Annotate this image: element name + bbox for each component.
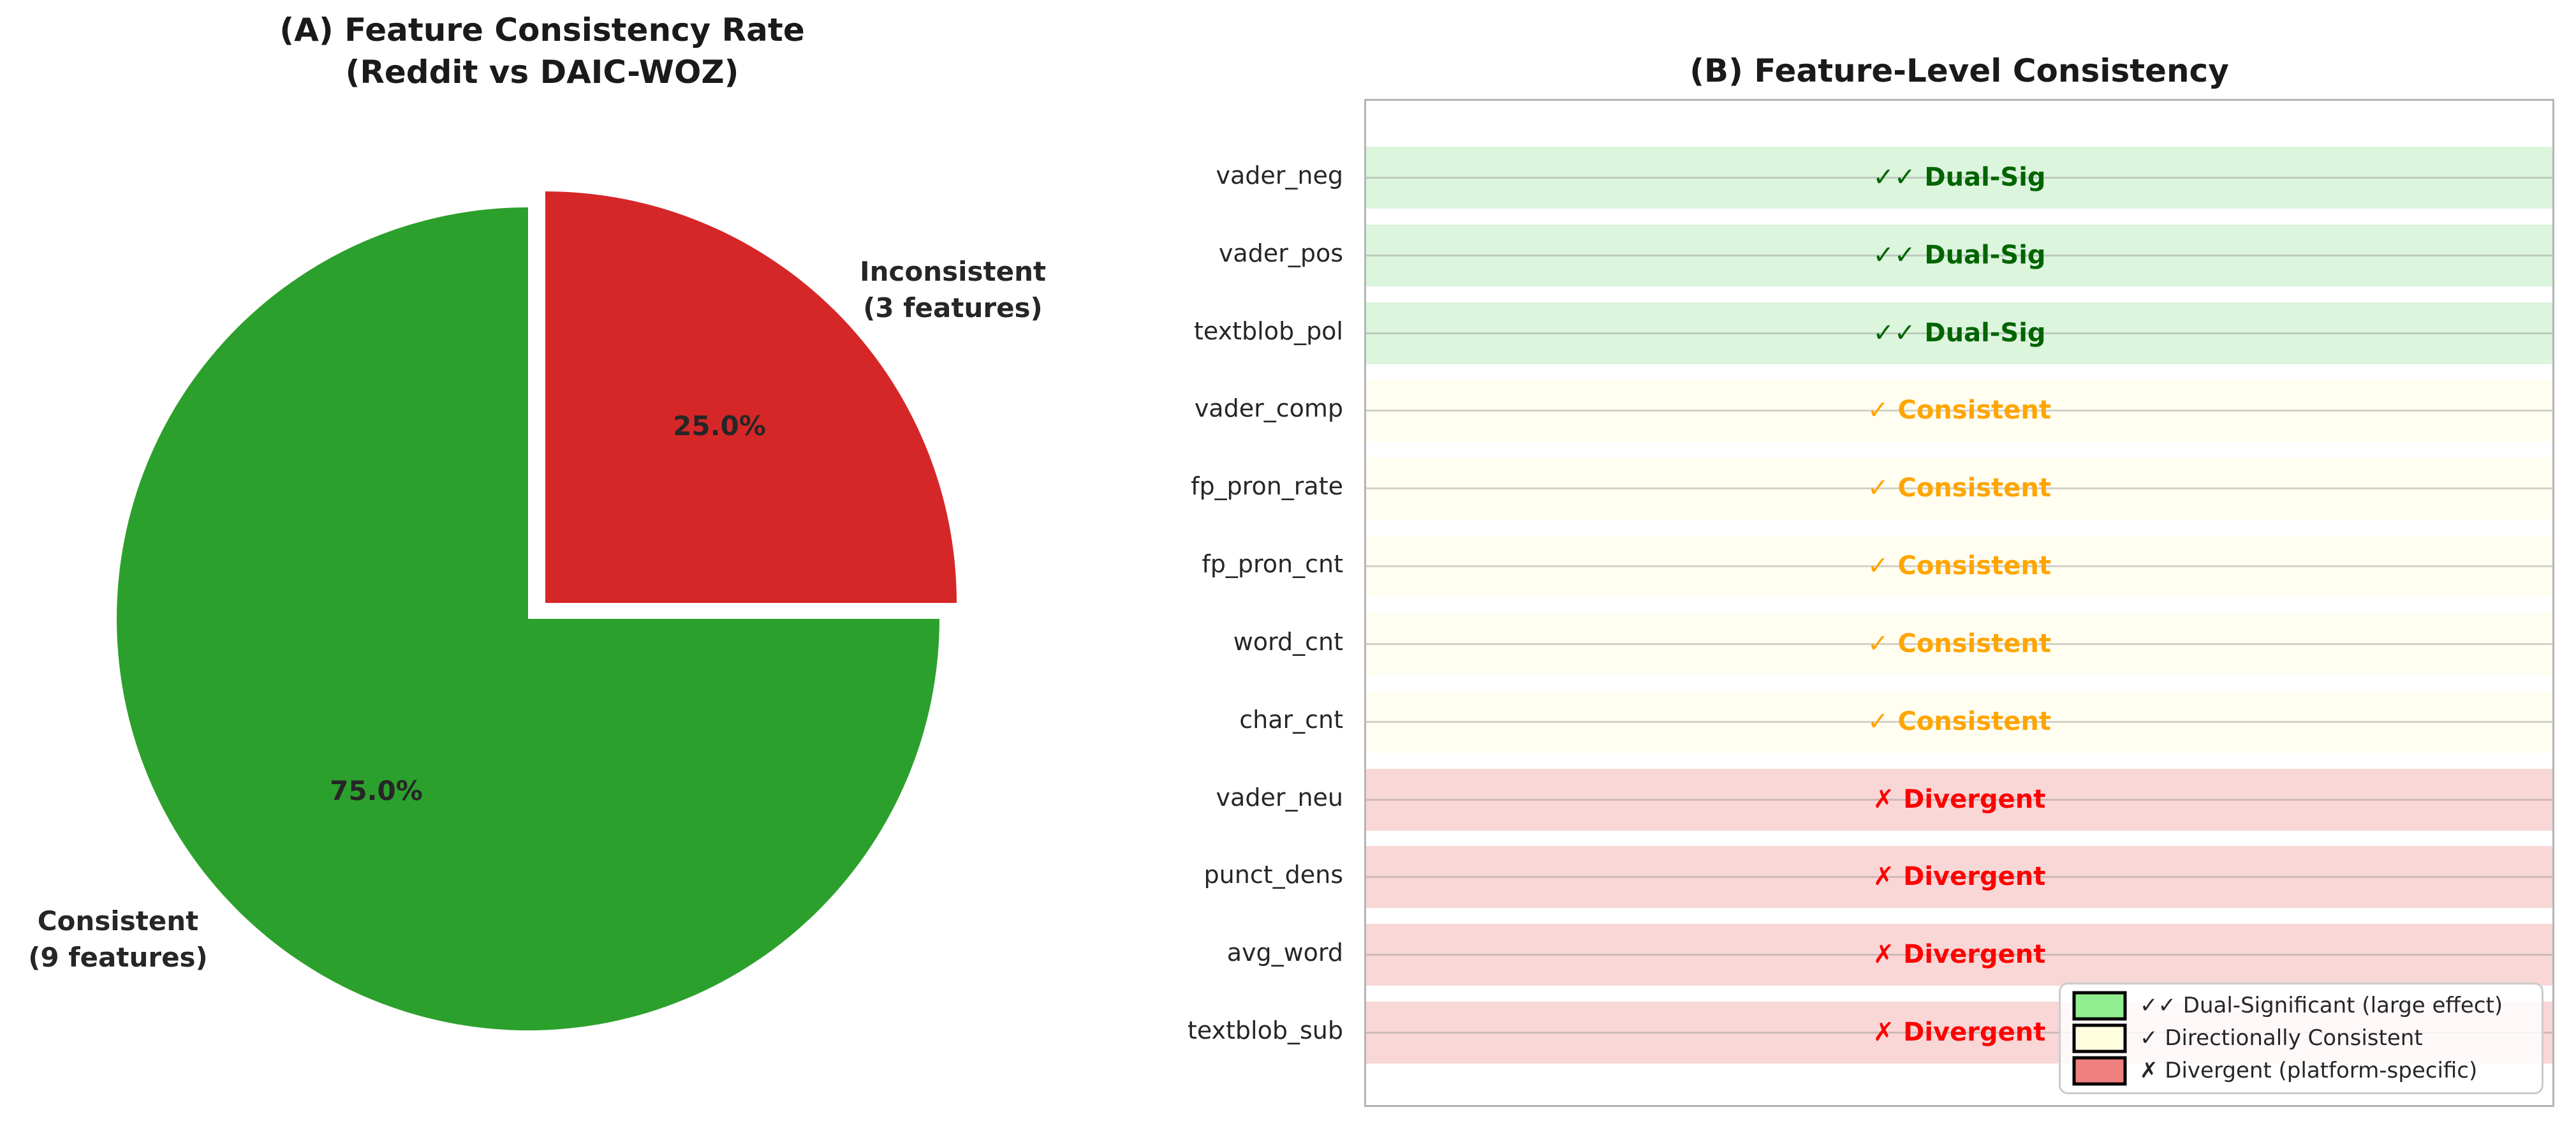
legend-label: ✓ Directionally Consistent [2140,1025,2423,1051]
gridline [1366,410,2552,412]
status-label: ✓ Consistent [1867,707,2051,736]
gridline [1366,177,2552,179]
ytick-label: word_cnt [1233,628,1343,656]
row-band [1366,846,2552,908]
legend-item: ✗ Divergent (platform-specific) [2072,1056,2530,1086]
gridline [1366,332,2552,334]
legend-label: ✗ Divergent (platform-specific) [2140,1058,2478,1083]
ytick-label: punct_dens [1203,861,1343,889]
status-label: ✓✓ Dual-Sig [1873,318,2046,348]
pie-pct-consistent: 75.0% [330,775,423,806]
ytick-label: textblob_sub [1187,1016,1343,1044]
status-label: ✓✓ Dual-Sig [1873,241,2046,270]
status-label: ✓ Consistent [1867,551,2051,581]
legend-swatch-dual-significant [2072,991,2127,1021]
pie-label-consistent: Consistent (9 features) [28,905,208,973]
pie-slice-consistent [117,207,939,1030]
panel-b-title: (B) Feature-Level Consistency [1689,52,2229,89]
ytick-label: vader_comp [1194,394,1343,422]
ytick-label: vader_neu [1216,783,1343,812]
pie-slice-inconsistent [545,191,957,603]
legend-item: ✓✓ Dual-Significant (large effect) [2072,991,2530,1021]
panel-a-title: (A) Feature Consistency Rate (Reddit vs … [279,11,805,91]
row-band [1366,613,2552,675]
ytick-label: avg_word [1226,939,1343,967]
status-label: ✗ Divergent [1873,785,2046,814]
ytick-label: vader_neg [1216,161,1343,189]
pie-pct-inconsistent: 25.0% [673,410,766,442]
row-band [1366,225,2552,286]
status-label: ✗ Divergent [1873,1018,2046,1047]
gridline [1366,487,2552,489]
legend-swatch-divergent [2072,1056,2127,1086]
row-band [1366,380,2552,442]
status-label: ✓✓ Dual-Sig [1873,163,2046,192]
row-band [1366,769,2552,831]
gridline [1366,721,2552,723]
row-band [1366,457,2552,519]
ytick-label: vader_pos [1218,239,1343,267]
status-label: ✗ Divergent [1873,862,2046,891]
legend-label: ✓✓ Dual-Significant (large effect) [2140,993,2503,1018]
status-label: ✓ Consistent [1867,396,2051,425]
panel-b-axes: ✓✓ Dual-Sig ✓✓ Dual-Sig ✓✓ Dual-Sig ✓ Co… [1364,99,2554,1107]
status-label: ✓ Consistent [1867,629,2051,658]
legend: ✓✓ Dual-Significant (large effect) ✓ Dir… [2059,983,2543,1094]
gridline [1366,876,2552,878]
legend-item: ✓ Directionally Consistent [2072,1023,2530,1053]
status-label: ✗ Divergent [1873,940,2046,969]
gridline [1366,643,2552,645]
row-band [1366,691,2552,753]
row-band [1366,147,2552,209]
ytick-label: fp_pron_cnt [1202,550,1343,578]
gridline [1366,954,2552,956]
row-band [1366,535,2552,597]
row-band [1366,924,2552,986]
legend-swatch-directionally-consistent [2072,1023,2127,1053]
ytick-label: fp_pron_rate [1191,472,1343,500]
ytick-label: textblob_pol [1194,317,1343,345]
row-band [1366,302,2552,364]
gridline [1366,565,2552,567]
pie-label-inconsistent: Inconsistent (3 features) [859,256,1047,323]
ytick-label: char_cnt [1239,706,1343,734]
gridline [1366,255,2552,256]
gridline [1366,1032,2552,1034]
status-label: ✓ Consistent [1867,473,2051,503]
gridline [1366,799,2552,801]
